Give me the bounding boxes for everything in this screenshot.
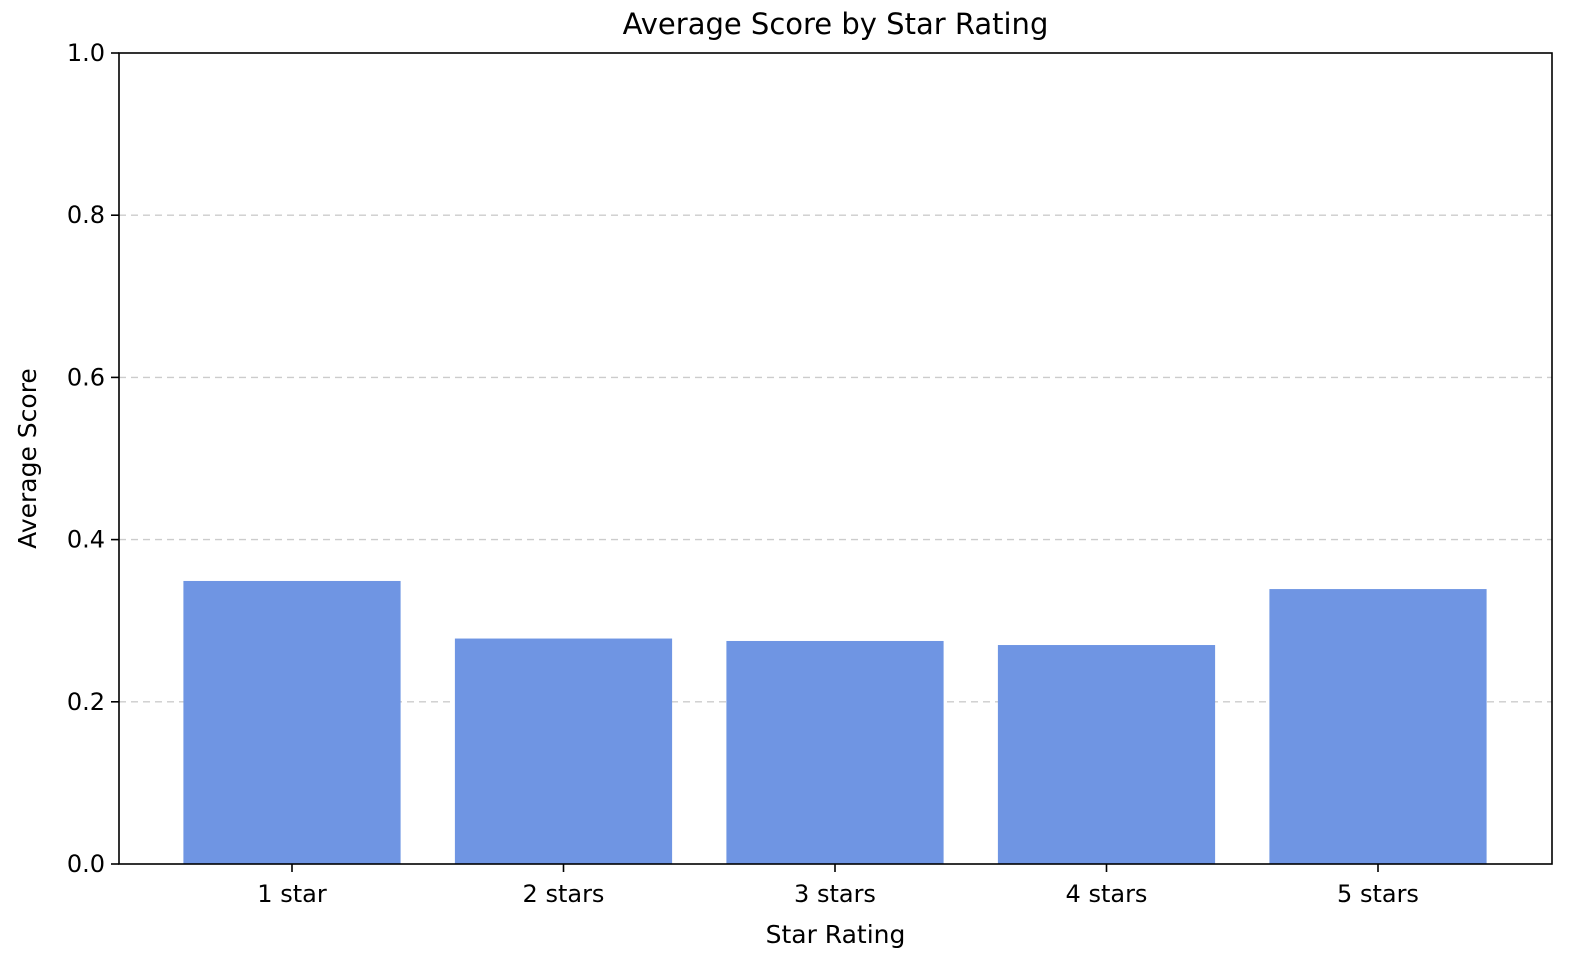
y-tick-label: 1.0 [67,39,105,67]
bar-1 [183,580,401,864]
y-tick-label: 0.0 [67,850,105,878]
chart-title: Average Score by Star Rating [623,7,1049,41]
y-tick-label: 0.6 [67,363,105,391]
bar-2 [454,638,673,864]
bar-4 [997,645,1216,864]
y-tick-label: 0.4 [67,526,105,554]
x-tick-label: 1 star [257,880,327,908]
y-tick-label: 0.8 [67,201,105,229]
y-axis-label: Average Score [13,368,42,549]
y-tick-label: 0.2 [67,688,105,716]
bar-3 [726,640,944,864]
x-axis-label: Star Rating [766,920,906,949]
bars [183,580,1487,864]
x-tick-label: 4 stars [1066,880,1148,908]
x-tick-label: 3 stars [794,880,876,908]
x-tick-label: 2 stars [523,880,605,908]
x-axis-ticks: 1 star 2 stars 3 stars 4 stars 5 stars [257,864,1419,908]
x-tick-label: 5 stars [1337,880,1419,908]
bar-5 [1269,589,1487,864]
y-axis-ticks: 0.0 0.2 0.4 0.6 0.8 1.0 [67,39,119,878]
